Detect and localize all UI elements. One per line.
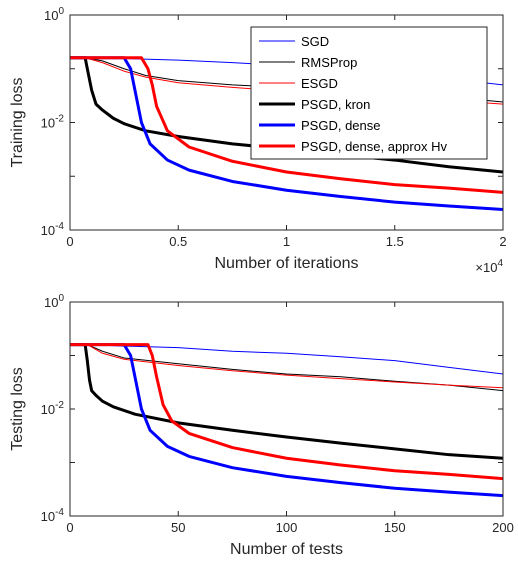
legend-label-esgd: ESGD [301, 76, 338, 91]
series-line-esgd [70, 344, 503, 389]
legend-label-psgd-dense-approx-hv: PSGD, dense, approx Hv [301, 139, 447, 154]
x-tick-label: 200 [492, 520, 514, 535]
legend-label-rmsprop: RMSProp [301, 55, 357, 70]
chart-1: 0 0.5 1 1.5 2 10-4 10-2 100 Number of iterations… [9, 6, 507, 275]
y-tick-label: 10-4 [41, 507, 65, 524]
x-tick-label: 0 [66, 234, 73, 249]
x-tick-label: 0.5 [169, 234, 187, 249]
series-line-psgd-dense [70, 343, 503, 498]
legend-label-psgd-kron: PSGD, kron [301, 97, 370, 112]
legend-label-sgd: SGD [301, 34, 329, 49]
x-tick-label: 50 [171, 520, 185, 535]
y-axis-label: Training loss [9, 77, 26, 167]
y-tick-label: 10-2 [41, 114, 65, 131]
y-tick-label: 100 [44, 6, 64, 23]
series-line-psgd-kron [70, 343, 503, 460]
series-line-psgd-dense-approx-hv [70, 56, 503, 194]
x-tick-label: 150 [384, 520, 406, 535]
x-tick-label: 100 [276, 520, 298, 535]
series-group [70, 343, 503, 498]
x-tick-label: 0 [66, 520, 73, 535]
x-tick-label: 1.5 [386, 234, 404, 249]
plot-area [70, 302, 503, 516]
y-axis-label: Testing loss [9, 367, 26, 451]
series-line-psgd-dense [70, 56, 503, 212]
x-axis-label: Number of iterations [214, 255, 358, 272]
x-tick-label: 1 [283, 234, 290, 249]
x-tick-label: 2 [499, 234, 506, 249]
series-line-psgd-dense-approx-hv [70, 343, 503, 481]
y-tick-label: 100 [44, 293, 64, 310]
x-axis-multiplier: ×104 [475, 258, 503, 275]
legend-box [250, 26, 488, 160]
chart-2: 0 50 100 150 200 10-4 10-2 100 Number of tests Te… [9, 293, 514, 558]
y-tick-label: 10-2 [41, 400, 65, 417]
y-tick-label: 10-4 [41, 221, 65, 238]
x-axis-label: Number of tests [230, 541, 343, 558]
legend: SGD RMSProp ESGD PSGD, kron PSGD, dense PSGD,… [250, 26, 488, 160]
legend-label-psgd-dense: PSGD, dense [301, 118, 381, 133]
